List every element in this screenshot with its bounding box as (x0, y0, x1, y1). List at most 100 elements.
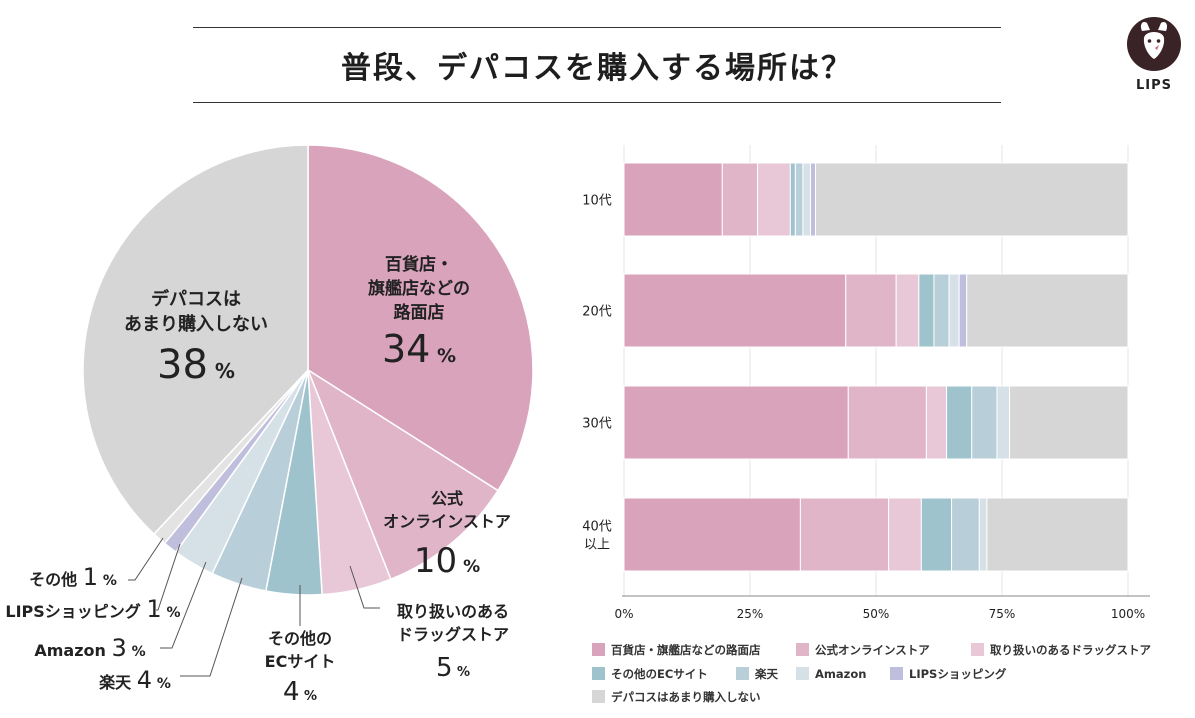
bar-segment (757, 162, 791, 237)
pie-label-name: その他の (268, 629, 332, 648)
pie-label-name: 楽天 (98, 673, 137, 692)
deer-icon (1127, 17, 1181, 71)
bar-segment (978, 497, 988, 572)
logo-text: LIPS (1135, 78, 1172, 93)
leader-line (128, 537, 164, 581)
pie-label-value: 5 % (436, 653, 470, 683)
bar-segment (948, 273, 960, 348)
bar-segment (888, 497, 922, 572)
pie-label: その他 1 % (29, 563, 117, 591)
bar-segment (802, 162, 811, 237)
pie-label-unit: % (152, 676, 171, 692)
pie-label-name: 百貨店・ (385, 254, 453, 275)
page-title: 普段、デパコスを購入する場所は？ (341, 51, 853, 86)
bar-segment (623, 497, 801, 572)
bar-segment (623, 162, 723, 237)
pie-value-unit: % (208, 359, 235, 383)
category-label: 以上 (584, 538, 610, 553)
legend-swatch (592, 667, 605, 680)
pie-label-name: 旗艦店などの (368, 278, 470, 299)
bar-segment (794, 162, 804, 237)
bar-segment (966, 273, 1129, 348)
bar-segment (946, 385, 973, 460)
bar-segment (958, 273, 968, 348)
pie-label-name: その他 (29, 570, 83, 589)
pie-label-value: 38 % (157, 342, 235, 388)
legend-swatch (890, 667, 903, 680)
bar-segment (951, 497, 980, 572)
leader-line (156, 543, 181, 611)
pie-label-name: あまり購入しない (124, 313, 268, 335)
legend-swatch (971, 643, 984, 656)
legend-label: Amazon (815, 667, 866, 681)
pie-slice (307, 144, 534, 492)
bar-segment (996, 385, 1011, 460)
pie-label-name: オンラインストア (383, 512, 511, 531)
bar-segment (920, 497, 953, 572)
legend-label: 取り扱いのあるドラッグストア (990, 643, 1151, 657)
legend-label: その他のECサイト (611, 667, 708, 681)
bar-segment (1009, 385, 1129, 460)
bar-segment (918, 273, 935, 348)
legend-swatch (592, 690, 605, 703)
pie-value-number: 5 (436, 653, 453, 683)
pie-label-name: Amazon (34, 641, 111, 660)
pie-value-unit: % (430, 345, 456, 367)
legend-swatch (592, 643, 605, 656)
pie-label: Amazon 3 % (34, 634, 145, 662)
x-tick-label: 75% (989, 607, 1016, 621)
pie-label-name: LIPSショッピング (5, 602, 146, 621)
lips-logo: LIPS (1126, 14, 1182, 100)
bar-segment (847, 385, 927, 460)
legend-label: 楽天 (754, 667, 778, 681)
pie-label-value: 1 (146, 595, 161, 623)
pie-label-unit: % (98, 573, 117, 589)
x-tick-label: 100% (1111, 607, 1145, 621)
x-tick-label: 25% (737, 607, 764, 621)
bar-segment (986, 497, 1129, 572)
legend-swatch (796, 643, 809, 656)
legend-swatch (736, 667, 749, 680)
category-label: 40代 (582, 520, 612, 535)
bar-segment (925, 385, 948, 460)
pie-label-value: 1 (83, 563, 98, 591)
x-tick-label: 0% (614, 607, 633, 621)
bar-segment (933, 273, 950, 348)
bar-segment (845, 273, 897, 348)
pie-value-unit: % (452, 665, 470, 680)
legend-label: LIPSショッピング (909, 667, 1007, 681)
pie-label: LIPSショッピング 1 % (5, 595, 180, 623)
pie-value-unit: % (299, 689, 317, 704)
bar-segment (971, 385, 998, 460)
bar-segment (721, 162, 759, 237)
bar-segment (815, 162, 1129, 237)
pie-label-name: ドラッグストア (397, 625, 509, 644)
pie-label-value: 3 (111, 634, 126, 662)
legend-swatch (796, 667, 809, 680)
pie-label-name: ECサイト (265, 652, 336, 671)
pie-value-number: 38 (157, 342, 208, 388)
title-frame: 普段、デパコスを購入する場所は？ (193, 27, 1001, 103)
pie-label-name: 取り扱いのある (397, 602, 509, 621)
bar-segment (799, 497, 890, 572)
legend-label: デパコスはあまり購入しない (611, 690, 761, 704)
pie-label-name: 公式 (431, 489, 463, 508)
bar-segment (809, 162, 817, 237)
pie-value-number: 10 (414, 541, 457, 581)
legend-label: 公式オンラインストア (815, 643, 930, 657)
leader-line (180, 577, 243, 677)
pie-label: 楽天 4 % (98, 666, 171, 694)
bar-segment (623, 385, 849, 460)
pie-label-value: 4 (137, 666, 152, 694)
pie-label-unit: % (162, 605, 181, 621)
pie-slice (82, 144, 309, 536)
x-tick-label: 50% (863, 607, 890, 621)
pie-label-unit: % (127, 644, 146, 660)
category-label: 10代 (582, 194, 612, 209)
pie-value-number: 34 (382, 327, 430, 371)
legend-label: 百貨店・旗艦店などの路面店 (611, 643, 761, 657)
category-label: 30代 (582, 417, 612, 432)
pie-value-number: 4 (283, 677, 300, 707)
leader-line (349, 565, 380, 609)
